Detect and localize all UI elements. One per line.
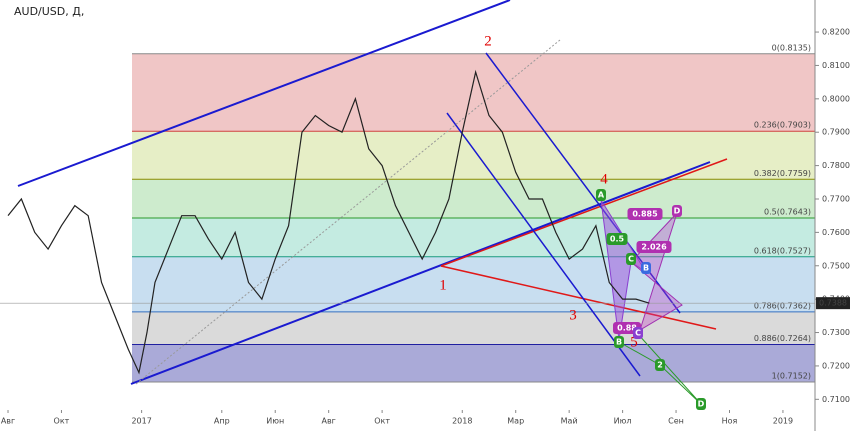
wave-label: 2	[484, 33, 492, 49]
pattern-badge	[696, 398, 706, 410]
fib-band	[132, 256, 815, 312]
y-tick-label: 0.7900	[822, 128, 850, 137]
last-price-box	[816, 297, 850, 310]
pattern-badge	[596, 189, 606, 201]
pattern-badge	[633, 327, 643, 339]
projection-line	[618, 332, 702, 405]
pattern-label: 2.026	[641, 243, 667, 252]
fib-band	[132, 179, 815, 219]
pattern-badge	[641, 262, 651, 274]
price-line	[7, 69, 650, 375]
fib-band	[132, 344, 815, 382]
y-tick-label: 0.8100	[822, 61, 850, 70]
fib-label: 0.618(0.7527)	[754, 246, 811, 255]
pattern-label: A	[598, 191, 605, 200]
y-tick-label: 0.8000	[822, 94, 850, 103]
pattern-label: C	[635, 329, 641, 338]
y-tick-label: 0.7800	[822, 161, 850, 170]
y-tick-label: 0.7300	[822, 328, 850, 337]
wave-label: 4	[600, 171, 608, 187]
chart-title: AUD/USD, Д,	[14, 5, 84, 18]
x-tick-label: Апр	[214, 417, 230, 426]
y-tick-label: 0.7600	[822, 228, 850, 237]
fib-layer: 0(0.8135) 0.236(0.7903) 0.382(0.7759) 0.5(0…	[132, 43, 815, 383]
fib-band	[132, 218, 815, 257]
fib-label: 0.786(0.7362)	[754, 301, 811, 310]
pattern-badge	[655, 359, 665, 371]
dashed-line	[135, 39, 561, 385]
x-tick-label: Ноя	[722, 417, 738, 426]
y-tick-label: 0.7100	[822, 395, 850, 404]
x-tick-label: Июл	[614, 417, 632, 426]
fib-label: 0.5(0.7643)	[764, 208, 811, 217]
time-axis	[0, 410, 815, 431]
pattern-label: D	[674, 207, 681, 216]
fib-label: 0(0.8135)	[772, 43, 811, 52]
pattern-badge	[626, 253, 636, 265]
x-tick-label: Мар	[507, 417, 524, 426]
x-tick-label: Май	[561, 417, 578, 426]
channel-line	[17, 0, 511, 187]
x-tick-label: 2017	[131, 417, 151, 426]
pattern-badge	[672, 205, 682, 217]
x-tick-label: Окт	[54, 417, 70, 426]
pattern-badge	[606, 233, 628, 245]
fib-label: 0.886(0.7264)	[754, 334, 811, 343]
y-tick-label: 0.8200	[822, 28, 850, 37]
wave-label: 1	[439, 277, 447, 293]
pattern-badge	[636, 241, 672, 253]
pattern-label: B	[643, 264, 649, 273]
x-tick-label: Сен	[668, 417, 684, 426]
pattern-label: 0.88	[617, 324, 637, 333]
pattern-label: C	[628, 255, 634, 264]
x-tick-label: Июн	[266, 417, 284, 426]
pattern-label: 2	[657, 361, 663, 370]
wave-label: 5	[630, 334, 638, 350]
fib-label: 1(0.7152)	[772, 371, 811, 380]
last-price-label: 0.7388	[819, 299, 847, 308]
y-tick-label: 0.7700	[822, 194, 850, 203]
fib-band	[132, 131, 815, 180]
pattern-badge	[614, 336, 624, 348]
fib-label: 0.382(0.7759)	[754, 169, 811, 178]
pattern-label: 0.5	[610, 235, 625, 244]
pattern-label: B	[616, 338, 622, 347]
pattern-label: D	[698, 400, 705, 409]
channel-line	[130, 161, 711, 385]
plot	[0, 69, 815, 375]
fib-band	[132, 53, 815, 132]
pattern-label: 0.885	[632, 210, 658, 219]
x-tick-label: Авг	[1, 417, 15, 426]
y-tick-label: 0.7200	[822, 361, 850, 370]
x-tick-label: 2018	[452, 417, 472, 426]
trend-line	[440, 265, 717, 330]
wave-label: 3	[569, 307, 577, 323]
y-tick-label: 0.7500	[822, 261, 850, 270]
price-axis	[815, 0, 850, 431]
trend-line	[440, 158, 728, 267]
x-tick-label: Окт	[374, 417, 390, 426]
x-tick-label: 2019	[773, 417, 793, 426]
channel-line	[446, 112, 641, 377]
pattern-badge	[627, 208, 663, 220]
x-tick-label: Авг	[321, 417, 335, 426]
fib-label: 0.236(0.7903)	[754, 121, 811, 130]
